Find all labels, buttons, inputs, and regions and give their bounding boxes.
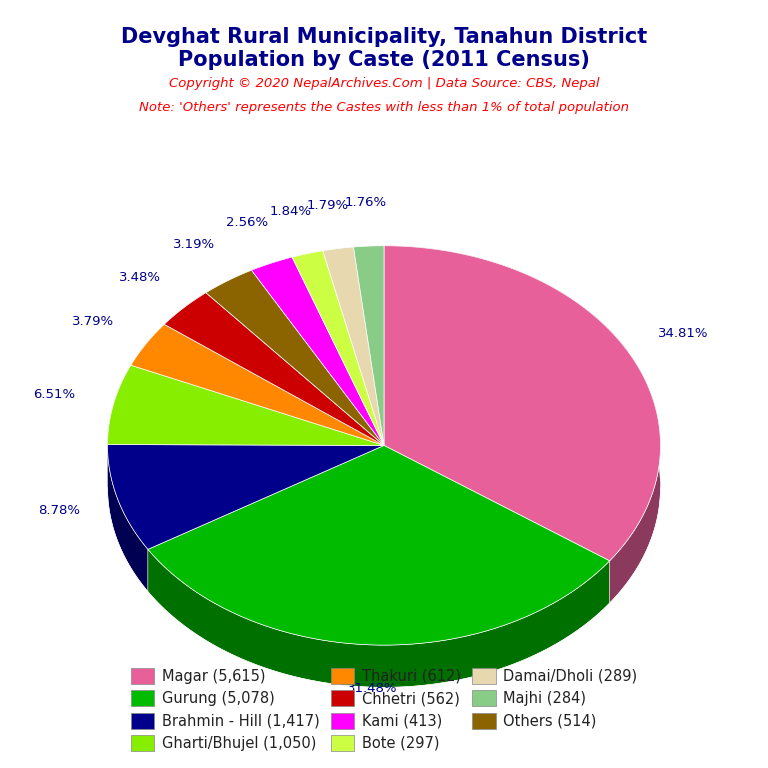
Text: 3.19%: 3.19% — [173, 238, 214, 251]
Text: 1.76%: 1.76% — [344, 196, 386, 209]
Polygon shape — [108, 445, 148, 591]
Text: 1.79%: 1.79% — [307, 199, 349, 212]
PathPatch shape — [131, 324, 384, 445]
Text: Population by Caste (2011 Census): Population by Caste (2011 Census) — [178, 50, 590, 70]
PathPatch shape — [108, 445, 384, 549]
Text: 1.84%: 1.84% — [270, 205, 312, 218]
Text: 8.78%: 8.78% — [38, 505, 80, 517]
PathPatch shape — [292, 250, 384, 445]
Text: 31.48%: 31.48% — [347, 683, 398, 695]
Text: 2.56%: 2.56% — [226, 217, 268, 230]
Text: 34.81%: 34.81% — [658, 327, 709, 340]
Text: 3.79%: 3.79% — [72, 315, 114, 328]
Text: Note: 'Others' represents the Castes with less than 1% of total population: Note: 'Others' represents the Castes wit… — [139, 101, 629, 114]
Text: Devghat Rural Municipality, Tanahun District: Devghat Rural Municipality, Tanahun Dist… — [121, 27, 647, 47]
PathPatch shape — [206, 270, 384, 445]
Text: Copyright © 2020 NepalArchives.Com | Data Source: CBS, Nepal: Copyright © 2020 NepalArchives.Com | Dat… — [169, 77, 599, 90]
Polygon shape — [108, 366, 131, 487]
Text: 3.48%: 3.48% — [119, 271, 161, 284]
PathPatch shape — [384, 246, 660, 561]
PathPatch shape — [164, 293, 384, 445]
PathPatch shape — [353, 246, 384, 445]
Text: 6.51%: 6.51% — [33, 389, 75, 402]
PathPatch shape — [251, 257, 384, 445]
Polygon shape — [148, 549, 610, 687]
Polygon shape — [384, 246, 660, 603]
Legend: Magar (5,615), Gurung (5,078), Brahmin - Hill (1,417), Gharti/Bhujel (1,050), Th: Magar (5,615), Gurung (5,078), Brahmin -… — [125, 662, 643, 757]
PathPatch shape — [148, 445, 610, 645]
PathPatch shape — [108, 366, 384, 445]
PathPatch shape — [323, 247, 384, 445]
